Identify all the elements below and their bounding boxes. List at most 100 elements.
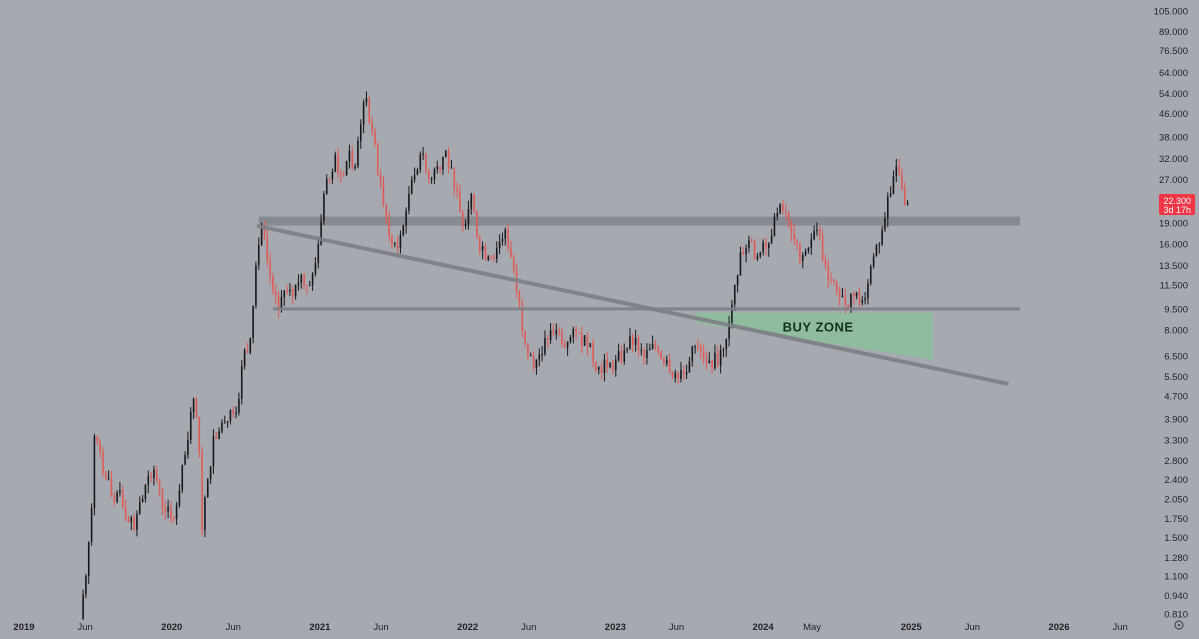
candle [544, 330, 546, 357]
candle-body [733, 285, 736, 305]
candle [623, 343, 626, 365]
candle [189, 407, 192, 445]
candle-body [507, 229, 509, 248]
candle [612, 359, 614, 375]
candle-body [546, 338, 549, 341]
candle [660, 350, 662, 360]
candle [419, 151, 422, 173]
candle-body [96, 436, 99, 441]
candle-body [291, 289, 294, 297]
candle [648, 343, 651, 351]
candle [685, 364, 688, 380]
y-axis[interactable]: 105.000 89.000 76.500 64.000 54.000 46.000 38.… [1154, 7, 1195, 621]
candle [405, 207, 407, 234]
candle-body [569, 337, 572, 342]
candle-body [796, 239, 798, 244]
candle-body [405, 210, 407, 226]
candle-body [192, 398, 195, 413]
candle-body [147, 476, 150, 485]
y-tick-label: 4.700 [1164, 392, 1188, 403]
candle-body [172, 518, 175, 520]
candle [705, 350, 708, 370]
candle [816, 222, 818, 236]
candle-body [901, 173, 903, 189]
candle-body [269, 260, 271, 277]
candle [107, 470, 110, 481]
candle-body [552, 330, 555, 335]
candle-body [501, 238, 504, 242]
candle-body [306, 285, 308, 287]
candle [133, 513, 135, 532]
candle [291, 285, 294, 305]
candle [784, 204, 787, 220]
y-tick-label: 0.810 [1164, 610, 1188, 621]
y-tick-label: 64.000 [1159, 68, 1188, 79]
candle-body [320, 221, 322, 245]
candle-body [212, 436, 215, 467]
candle [368, 96, 371, 125]
candle [246, 342, 249, 354]
candle [337, 148, 339, 178]
candle-body [855, 292, 858, 297]
candle [654, 339, 657, 351]
candle [221, 419, 223, 434]
candle-body [538, 354, 541, 360]
settings-icon[interactable] [1174, 620, 1184, 630]
candle-body [762, 242, 764, 252]
candle [167, 499, 169, 519]
candle [524, 330, 526, 347]
candle [464, 219, 467, 230]
candle-body [773, 216, 776, 236]
current-price-label: 22.300 [1163, 196, 1191, 206]
candle-body [793, 233, 796, 240]
candle [345, 160, 348, 177]
candle-body [549, 330, 552, 341]
candle [297, 274, 300, 291]
candle [597, 366, 600, 375]
x-tick-month: Jun [226, 622, 241, 633]
candle-body [637, 338, 640, 351]
candle-body [130, 517, 133, 523]
candle-body [158, 480, 161, 491]
candle [518, 290, 521, 309]
candle [861, 295, 864, 306]
candle-body [481, 245, 484, 251]
candle [538, 348, 541, 367]
candle [99, 438, 101, 458]
candle-body [478, 236, 481, 251]
candle-body [263, 226, 266, 236]
candle-body [170, 506, 172, 519]
candle-body [297, 282, 300, 285]
y-tick-label: 5.500 [1164, 372, 1188, 383]
candle [555, 323, 558, 340]
candle [765, 236, 767, 256]
candle-body [232, 409, 235, 415]
candle [804, 248, 807, 257]
candle [699, 343, 702, 359]
candle-body [691, 346, 694, 361]
candle [629, 328, 631, 350]
candle-body [660, 352, 662, 359]
candle [150, 472, 152, 483]
x-axis[interactable]: 2019 Jun 2020 Jun 2021 Jun 2022 Jun 2023 Jun 2024 M… [13, 620, 1184, 633]
candle-body [801, 254, 804, 261]
candle-body [121, 490, 124, 507]
candle-body [425, 153, 427, 171]
candle [371, 116, 373, 136]
candle-body [93, 436, 96, 509]
candle-body [578, 332, 580, 334]
candle [272, 272, 274, 296]
y-tick-label: 38.000 [1159, 132, 1188, 143]
candle [680, 362, 682, 383]
x-tick-month: Jun [521, 622, 536, 633]
candle [351, 146, 354, 171]
candle [382, 175, 385, 208]
candle-body [892, 176, 895, 194]
candle-body [249, 338, 252, 353]
candle [586, 332, 589, 357]
candle-body [680, 370, 682, 379]
candle-body [510, 247, 512, 258]
